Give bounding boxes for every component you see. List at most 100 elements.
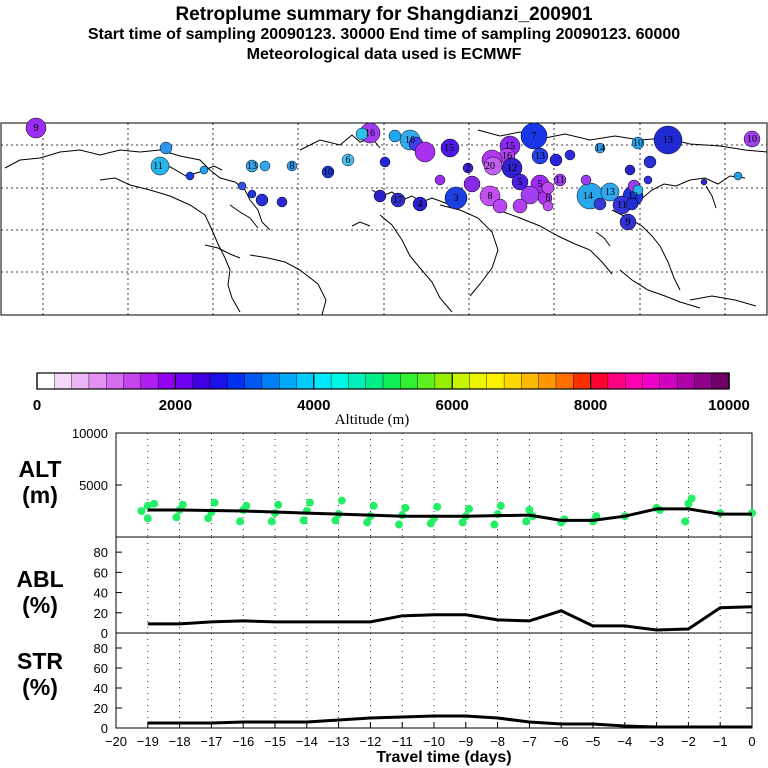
series-line	[147, 507, 752, 522]
x-tick-label: −3	[649, 734, 664, 749]
plume-bubble	[255, 193, 269, 207]
scatter-point	[433, 502, 442, 511]
alt-label-line1: ALT	[18, 456, 62, 482]
plume-bubble	[600, 182, 620, 202]
plume-age-label: 12	[507, 163, 517, 174]
colorbar-cell	[434, 372, 453, 390]
plume-bubble	[625, 197, 639, 211]
plume-bubble	[25, 117, 47, 139]
plume-bubble	[553, 173, 567, 187]
plume-bubble	[632, 184, 644, 196]
plume-bubble	[520, 122, 548, 150]
scatter-point	[242, 501, 251, 510]
scatter-point	[490, 520, 499, 529]
plume-bubble	[355, 127, 369, 141]
plume-bubble	[643, 175, 653, 185]
colorbar-cell	[209, 372, 228, 390]
str-label-line2: (%)	[22, 674, 58, 700]
x-tick-label: −19	[137, 734, 159, 749]
colorbar-cell	[521, 372, 540, 390]
plume-bubble	[653, 125, 683, 155]
plume-bubble	[594, 142, 606, 154]
x-tick-label: −4	[617, 734, 632, 749]
x-tick-label: −10	[423, 734, 445, 749]
colorbar-cell	[348, 372, 367, 390]
plume-age-label: 16	[405, 135, 415, 146]
colorbar-cell	[555, 372, 574, 390]
scatter-point	[204, 514, 213, 523]
plume-bubble	[259, 160, 271, 172]
colorbar-cell	[123, 372, 142, 390]
scatter-point	[363, 518, 372, 527]
plume-age-label: 8	[290, 161, 295, 172]
plume-bubble	[388, 129, 402, 143]
x-tick-label: −1	[713, 734, 728, 749]
plume-age-label: 11	[153, 161, 163, 172]
plume-age-label: 13	[605, 187, 615, 198]
plume-age-label: 4	[418, 199, 423, 210]
plume-age-label: 10	[323, 167, 333, 178]
plume-bubble	[440, 138, 460, 158]
y-tick-label: 20	[94, 701, 108, 716]
plume-bubble	[593, 197, 607, 211]
colorbar-cell	[538, 372, 557, 390]
plume-age-label: 17	[393, 195, 403, 206]
plume-bubble	[286, 160, 298, 172]
x-tick-label: −8	[490, 734, 505, 749]
scatter-point	[681, 517, 690, 526]
plume-bubble	[501, 157, 523, 179]
plume-age-label: 3	[454, 193, 459, 204]
series-line	[147, 605, 753, 632]
scatter-point	[299, 516, 308, 525]
plume-age-label: 12	[628, 191, 638, 202]
colorbar-cell	[382, 372, 401, 390]
plume-bubble	[321, 165, 335, 179]
scatter-point	[236, 517, 245, 526]
scatter-point	[274, 500, 283, 509]
colorbar-cell	[54, 372, 73, 390]
colorbar-cell	[175, 372, 194, 390]
y-tick-label: 5000	[79, 478, 108, 493]
scatter-point	[331, 516, 340, 525]
x-tick-label: −13	[328, 734, 350, 749]
scatter-point	[525, 505, 534, 514]
colorbar-cell	[88, 372, 107, 390]
y-tick-label: 60	[94, 565, 108, 580]
sampling-times: Start time of sampling 20090123. 30000 E…	[87, 26, 681, 43]
y-tick-label: 80	[94, 641, 108, 656]
colorbar-tick-label: 4000	[297, 397, 330, 414]
plume-age-label: 15	[444, 143, 454, 154]
plume-bubble	[511, 173, 529, 191]
colorbar-cell	[452, 372, 471, 390]
scatter-point	[369, 501, 378, 510]
plume-bubble	[542, 200, 554, 212]
plume-age-label: 6	[346, 155, 351, 166]
colorbar-tick-label: 0	[33, 397, 41, 414]
abl-panel-label: ABL (%)	[0, 566, 80, 618]
x-tick-label: −18	[169, 734, 191, 749]
y-tick-label: 80	[94, 545, 108, 560]
colorbar-cell	[279, 372, 298, 390]
x-tick-label: −11	[392, 734, 413, 749]
plume-bubble	[434, 174, 446, 186]
y-tick-label: 0	[101, 721, 108, 736]
x-tick-label: −5	[586, 734, 601, 749]
x-tick-label: −14	[296, 734, 318, 749]
colorbar-cell	[330, 372, 350, 390]
scatter-point	[522, 517, 531, 526]
plume-bubble	[199, 165, 209, 175]
colorbar-tick-label: 8000	[574, 397, 607, 414]
colorbar-cell	[694, 372, 713, 390]
plume-bubble	[444, 186, 468, 210]
plume-age-label: 5	[518, 177, 523, 188]
plume-bubble	[492, 198, 508, 214]
plume-age-label: 9	[34, 123, 39, 134]
scatter-point	[143, 501, 152, 510]
scatter-point	[178, 500, 187, 509]
y-tick-label: 40	[94, 586, 108, 601]
met-data-line: Meteorological data used is ECMWF	[246, 46, 522, 63]
plume-bubble	[412, 196, 428, 212]
scatter-point	[426, 519, 435, 528]
plume-age-label: 2	[466, 163, 471, 174]
